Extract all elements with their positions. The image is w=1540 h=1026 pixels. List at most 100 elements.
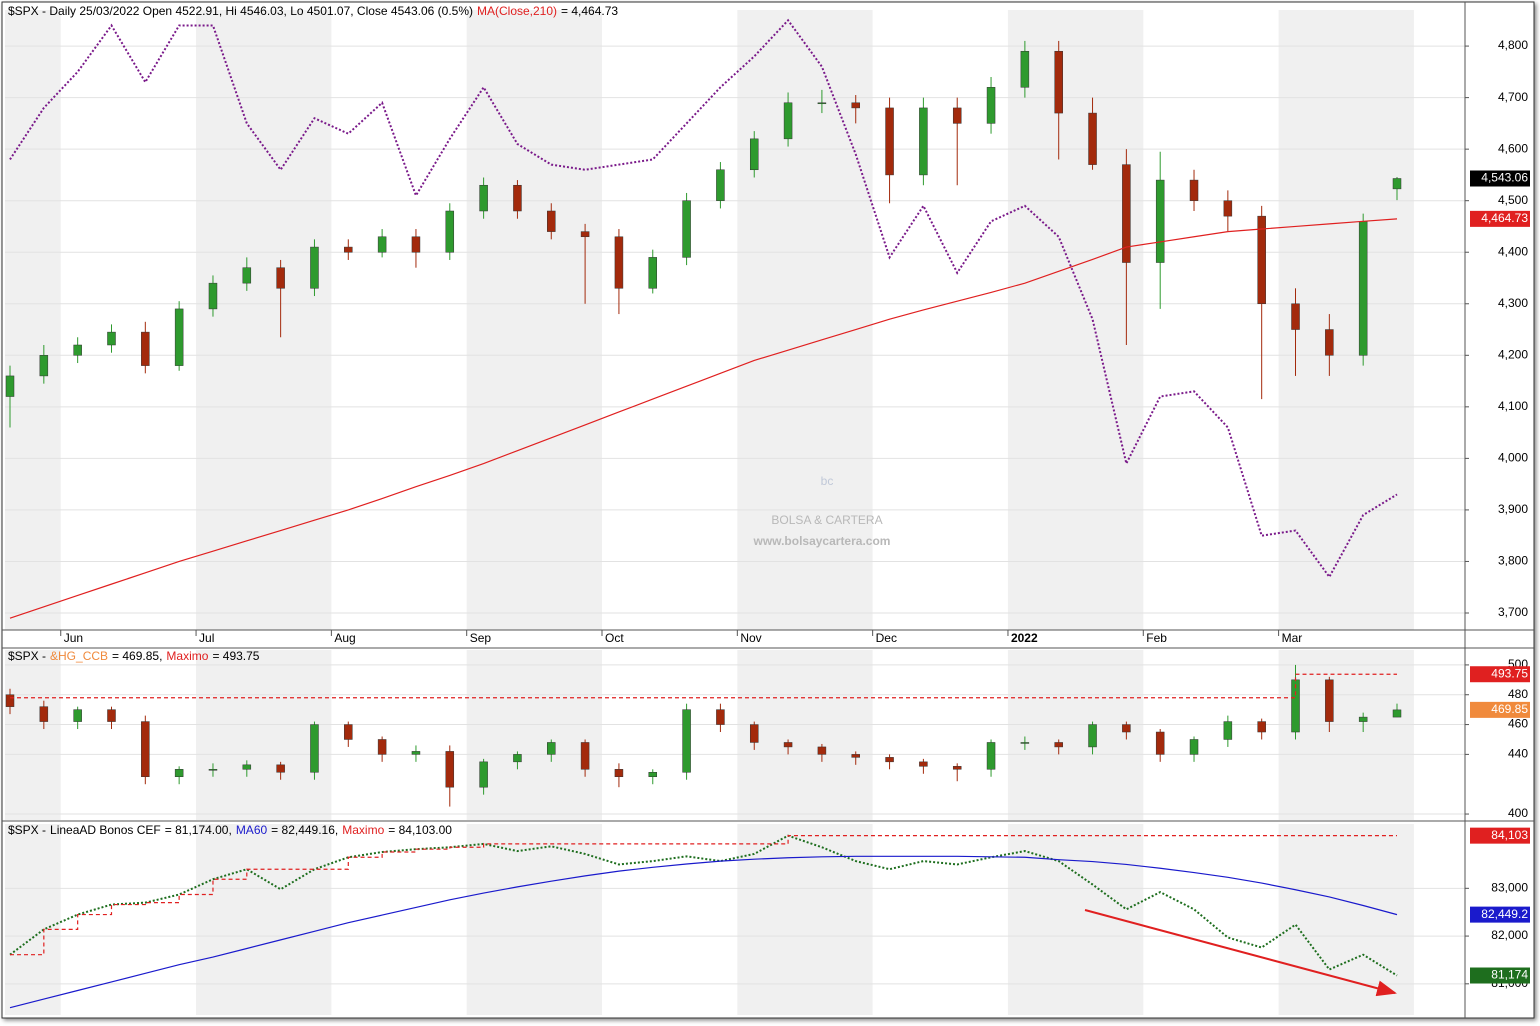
candle-body: [39, 706, 49, 722]
watermark-url: www.bolsaycartera.com: [753, 534, 891, 548]
price-tag-label: 84,103: [1491, 828, 1528, 842]
legend-name: LineaAD Bonos CEF: [50, 823, 161, 837]
candle-body: [276, 267, 285, 289]
y-tick-label: 4,700: [1498, 90, 1528, 104]
candle-body: [1358, 221, 1368, 356]
candle-body: [1020, 50, 1030, 88]
month-band: [196, 650, 332, 820]
x-tick-label: 2022: [1011, 631, 1038, 645]
month-band: [737, 10, 873, 630]
candle-body: [817, 746, 827, 755]
candle-body: [749, 724, 759, 743]
candle-body: [377, 739, 387, 755]
candle-body: [749, 138, 759, 171]
price-tag: [1470, 701, 1530, 718]
background: [5, 10, 1414, 1015]
month-band: [196, 824, 332, 1015]
candle-body: [310, 724, 319, 773]
panel-title: $SPX - LineaAD Bonos CEF = 81,174.00, MA60 =…: [8, 823, 452, 837]
legend-name: &HG_CCB: [50, 649, 108, 663]
candle-body: [1189, 739, 1199, 755]
candle-body: [242, 764, 252, 770]
candle-body: [1122, 724, 1131, 733]
candle-body: [783, 102, 793, 140]
y-tick-label: 400: [1508, 806, 1528, 820]
trend-arrow: [1084, 909, 1397, 997]
candle-body: [73, 344, 82, 356]
series-line: [9, 18, 1398, 579]
candle-body: [344, 246, 353, 253]
candle-body: [986, 87, 996, 124]
month-band: [1278, 824, 1414, 1015]
candle-body: [513, 754, 522, 763]
candle-body: [1054, 742, 1063, 748]
y-tick-label: 4,500: [1498, 193, 1528, 207]
candle-body: [1392, 709, 1402, 718]
candle-body: [1155, 731, 1165, 755]
candle-body: [174, 308, 184, 366]
candle-body: [1291, 303, 1300, 330]
candle-body: [580, 742, 590, 770]
series-line: [10, 673, 1397, 699]
candle-body: [1325, 329, 1334, 356]
candle-body: [648, 257, 658, 289]
candle-body: [851, 102, 860, 109]
candle-body: [479, 761, 488, 788]
series-line: [9, 218, 1398, 619]
price-tag: [1470, 906, 1530, 923]
y-tick-label: 460: [1508, 717, 1528, 731]
candle-body: [208, 769, 218, 771]
legend-value: = 493.75: [212, 649, 259, 663]
y-tick-label: 4,300: [1498, 296, 1528, 310]
series-line: [9, 855, 1398, 1009]
legend-name: Maximo: [342, 823, 384, 837]
legend-name: MA60: [236, 823, 268, 837]
y-tick-label: 4,400: [1498, 244, 1528, 258]
legend-value: = 81,174.00,: [165, 823, 232, 837]
x-tick-label: Sep: [470, 631, 492, 645]
watermark-logo: bc: [821, 474, 834, 488]
month-band: [1278, 10, 1414, 630]
month-band: [5, 650, 61, 820]
price-tag-label: 81,174: [1491, 968, 1528, 982]
y-tick-label: 4,200: [1498, 347, 1528, 361]
title-text: $SPX -: [8, 649, 46, 663]
x-tick-label: Feb: [1146, 631, 1167, 645]
panel-title: $SPX - Daily 25/03/2022 Open 4522.91, Hi…: [8, 4, 618, 18]
candle-body: [1088, 112, 1097, 165]
candle-body: [141, 331, 150, 366]
candle-body: [141, 721, 150, 778]
candle-body: [73, 709, 82, 722]
watermark-brand: BOLSA & CARTERA: [771, 513, 882, 527]
month-band: [466, 824, 603, 1015]
candle-body: [952, 107, 962, 124]
candle-body: [5, 375, 15, 397]
candle-body: [174, 769, 184, 778]
month-band: [1278, 650, 1414, 820]
x-tick-label: Mar: [1282, 631, 1303, 645]
x-tick-label: Jul: [199, 631, 214, 645]
price-tag: [1470, 967, 1530, 984]
candle-body: [716, 709, 725, 725]
price-tag-label: 493.75: [1491, 666, 1528, 680]
y-tick-label: 480: [1508, 687, 1528, 701]
candle-body: [851, 754, 860, 758]
series-line: [9, 834, 1398, 977]
legend-name: Maximo: [166, 649, 208, 663]
candle-body: [614, 769, 624, 778]
legend-value: = 84,103.00: [388, 823, 452, 837]
candle-body: [547, 210, 556, 232]
title-text: $SPX -: [8, 823, 46, 837]
candle-body: [479, 184, 488, 212]
month-band: [196, 10, 332, 630]
candle-body: [411, 751, 421, 755]
month-band: [737, 650, 873, 820]
month-band: [1007, 650, 1144, 820]
panel-title: $SPX - &HG_CCB = 469.85, Maximo = 493.75: [8, 649, 260, 663]
legend-value: = 469.85,: [112, 649, 162, 663]
candle-body: [377, 236, 387, 253]
y-tick-label: 4,100: [1498, 399, 1528, 413]
title-text: $SPX - Daily 25/03/2022 Open 4522.91, Hi…: [8, 4, 473, 18]
candle-body: [1257, 215, 1266, 305]
